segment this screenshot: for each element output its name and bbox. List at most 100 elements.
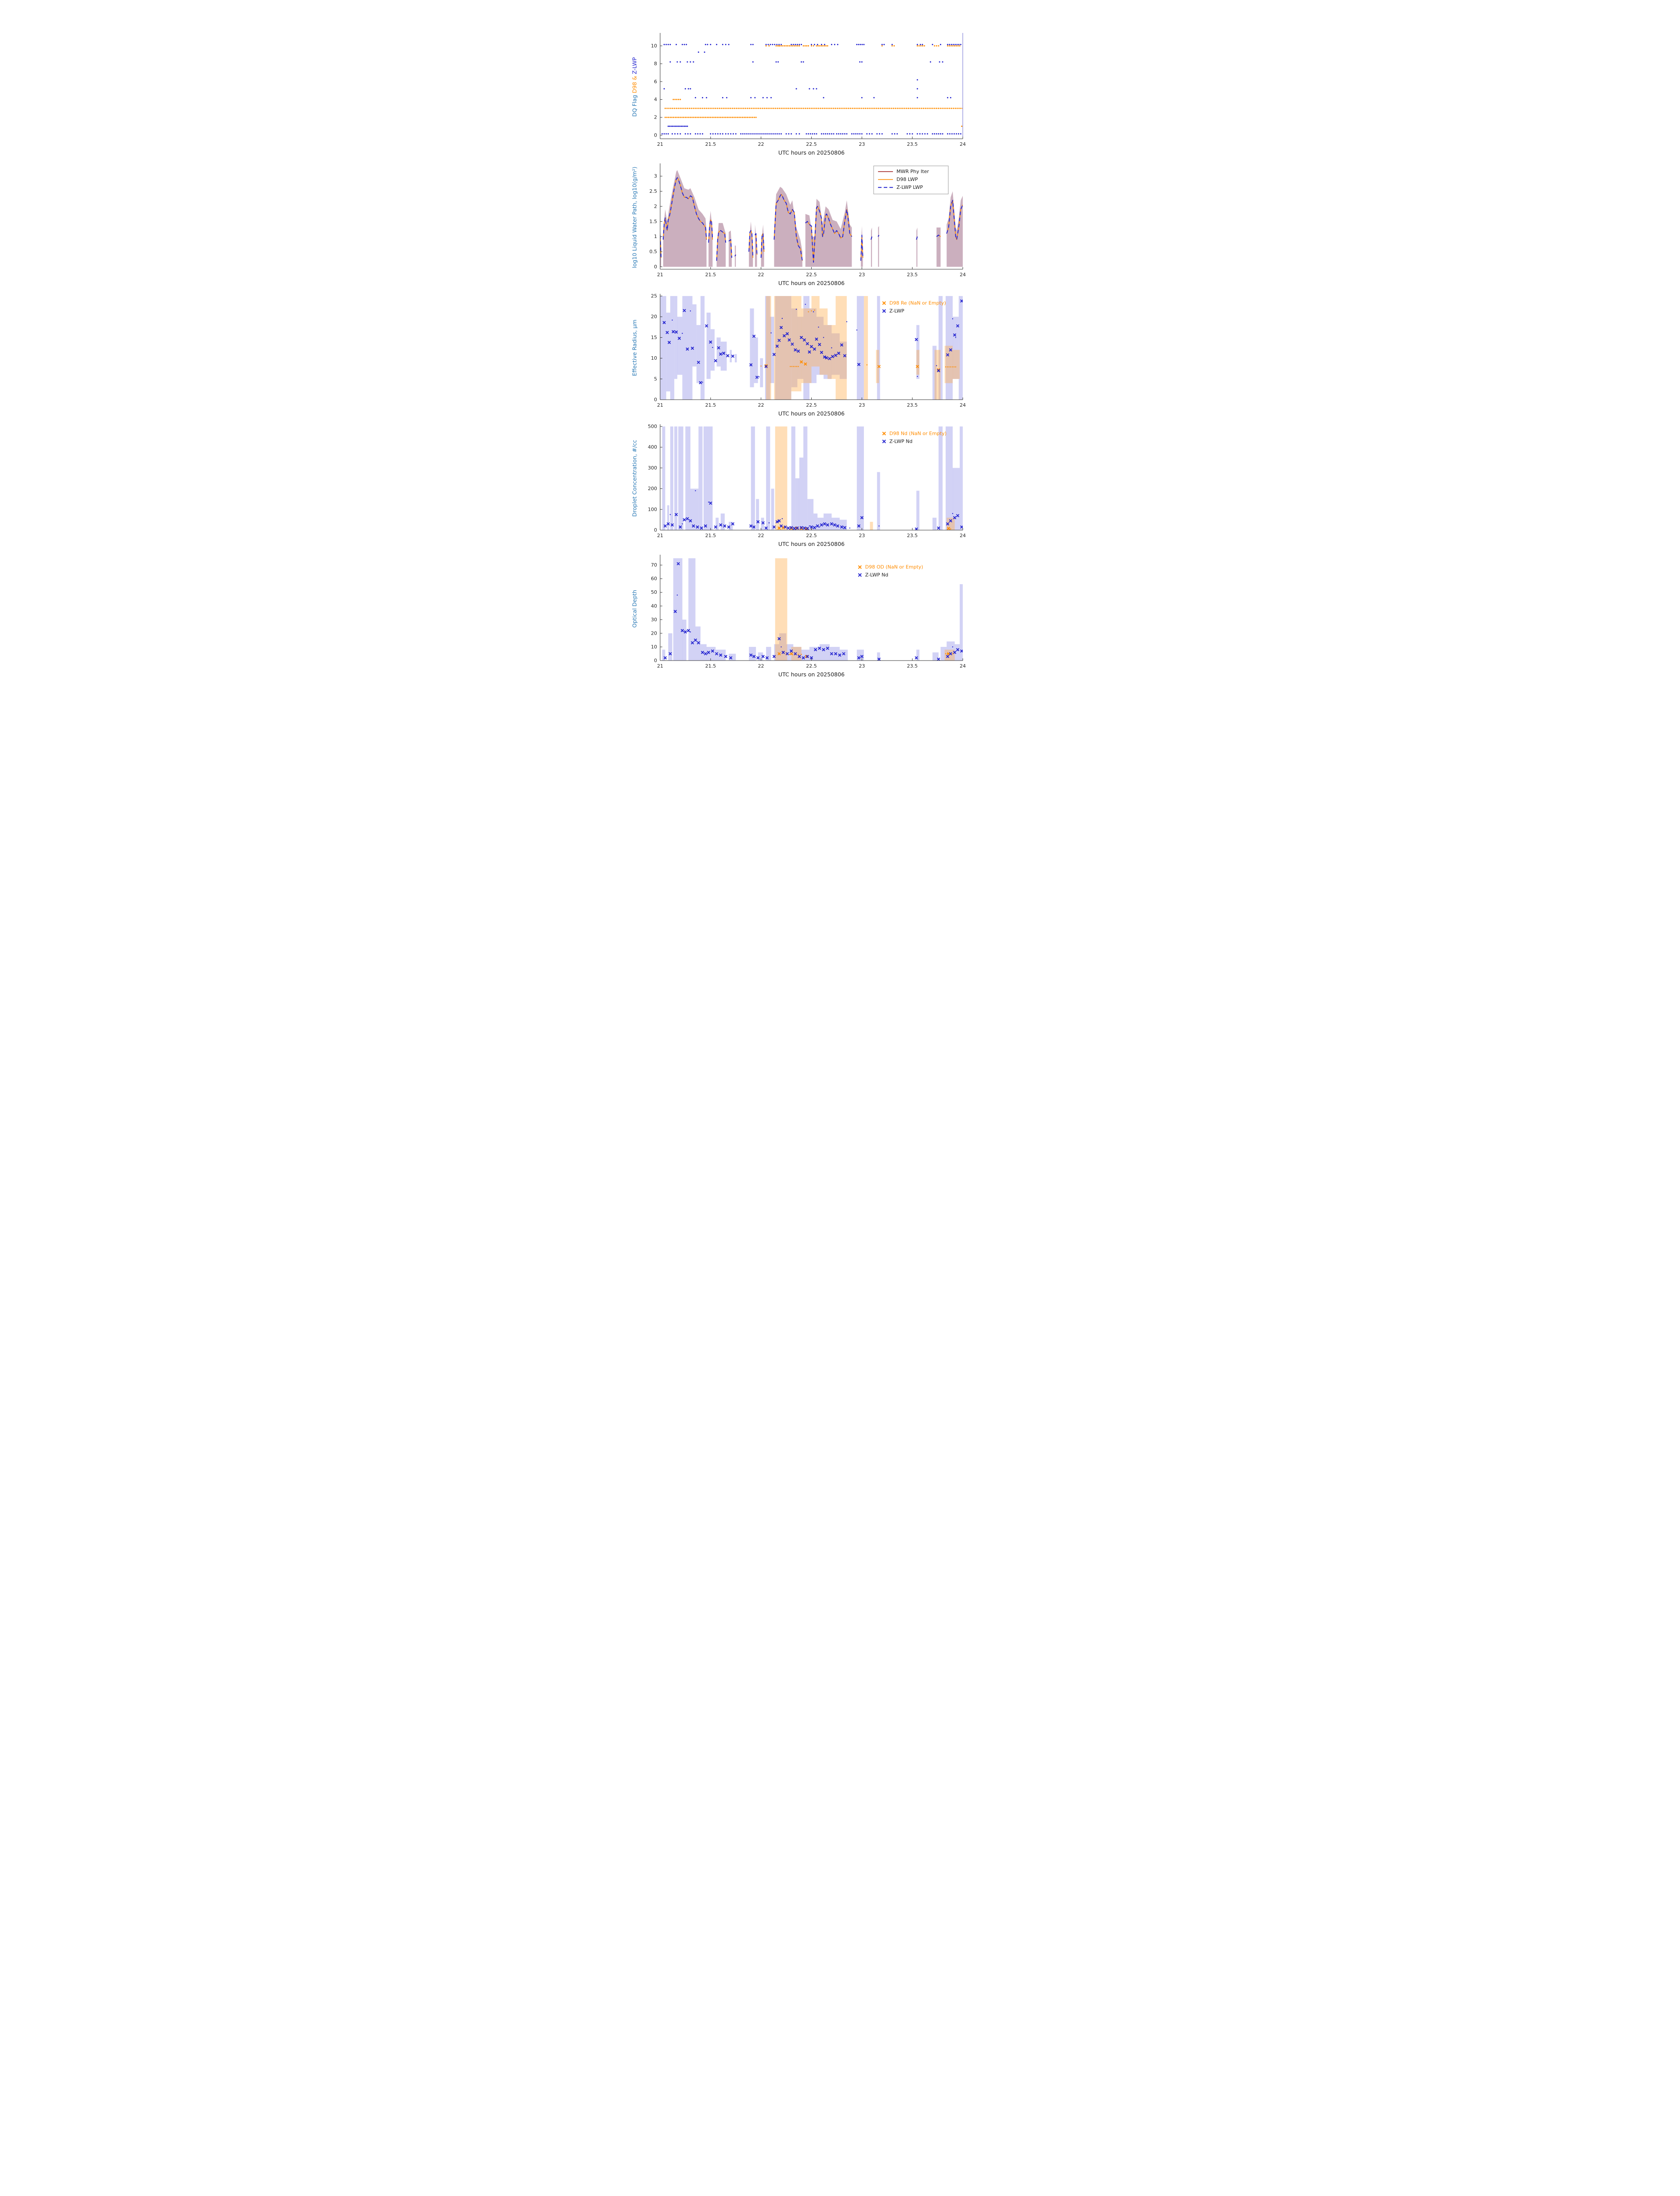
optical-depth-xlabel: UTC hours on 20250806	[778, 671, 844, 678]
droplet-concentration-axes: 21 21.5 22 22.5 23 23.5 24 0 100 200 300 400 500	[648, 424, 966, 539]
effective-radius-legend-label: Z-LWP	[889, 308, 904, 314]
optical-depth-legend-label: D98 OD (NaN or Empty)	[865, 564, 923, 570]
optical-depth-ylabel: Optical Depth	[631, 590, 638, 628]
lwp-ytick: 0.5	[649, 249, 657, 255]
dq-flag-plot-area	[661, 43, 963, 135]
effective-radius-ytick: 20	[651, 314, 657, 320]
dq-flag-xtick: 21.5	[705, 141, 716, 147]
effective-radius-ytick: 25	[651, 293, 657, 299]
optical-depth-xtick: 23	[859, 663, 865, 669]
zlwp-re-band	[660, 296, 963, 400]
zlwp-nd-dots	[669, 490, 953, 529]
optical-depth-ytick: 60	[651, 576, 657, 582]
optical-depth-xtick: 21.5	[705, 663, 716, 669]
dq-flag-xtick: 21	[657, 141, 663, 147]
dq-flag-xtick: 23	[859, 141, 865, 147]
effective-radius-legend: D98 Re (NaN or Empty) Z-LWP	[882, 300, 946, 314]
panel-lwp: 21 21.5 22 22.5 23 23.5 24 0 0.5 1 1.5 2 2.5 3 UTC hou…	[616, 162, 1064, 293]
effective-radius-ytick: 15	[651, 335, 657, 340]
dq-flag-ytick: 0	[654, 132, 657, 138]
droplet-concentration-xtick: 21.5	[705, 533, 716, 538]
effective-radius-xtick: 22.5	[806, 402, 817, 408]
lwp-ylabel: log10 Liquid Water Path, log10(g/m²)	[631, 167, 638, 268]
droplet-concentration-ytick: 0	[654, 527, 657, 533]
lwp-legend-label: D98 LWP	[896, 177, 918, 182]
droplet-concentration-legend: D98 Nd (NaN or Empty) Z-LWP Nd	[882, 431, 947, 444]
lwp-xtick: 22	[758, 272, 764, 278]
zlwp-od-band	[662, 558, 963, 661]
droplet-concentration-xlabel: UTC hours on 20250806	[778, 541, 844, 547]
zlwp-od-dots	[676, 594, 953, 654]
droplet-concentration-legend-label: D98 Nd (NaN or Empty)	[889, 431, 946, 437]
zlwp-nd-markers	[663, 501, 963, 530]
dq-flag-xtick: 22.5	[806, 141, 817, 147]
droplet-concentration-chart: 21 21.5 22 22.5 23 23.5 24 0 100 200 300 400 500 UTC …	[631, 424, 966, 548]
dq-flag-xtick: 24	[960, 141, 966, 147]
optical-depth-ytick: 20	[651, 630, 657, 636]
droplet-concentration-plot-area	[662, 426, 963, 530]
figure: 21 21.5 22 22.5 23 23.5 24 0 2 4 6 8 10 UTC hours on …	[616, 0, 1064, 703]
lwp-xtick: 21	[657, 272, 663, 278]
lwp-xlabel: UTC hours on 20250806	[778, 280, 844, 286]
droplet-concentration-xtick: 22.5	[806, 533, 817, 538]
dq-flag-ytick: 10	[651, 43, 657, 49]
effective-radius-xtick: 21.5	[705, 402, 716, 408]
effective-radius-xtick: 22	[758, 402, 764, 408]
optical-depth-xtick: 22	[758, 663, 764, 669]
optical-depth-xtick: 22.5	[806, 663, 817, 669]
lwp-xtick: 22.5	[806, 272, 817, 278]
d98-nd-band	[775, 426, 955, 530]
optical-depth-plot-area	[662, 558, 963, 661]
effective-radius-xlabel: UTC hours on 20250806	[778, 410, 844, 417]
panel-droplet-concentration: 21 21.5 22 22.5 23 23.5 24 0 100 200 300 400 500 UTC …	[616, 423, 1064, 553]
effective-radius-xtick: 24	[960, 402, 966, 408]
lwp-xtick: 23	[859, 272, 865, 278]
optical-depth-ytick: 40	[651, 603, 657, 609]
lwp-xtick: 23.5	[907, 272, 918, 278]
effective-radius-ytick: 5	[654, 376, 657, 382]
droplet-concentration-ylabel: Droplet Concentration, #/cc	[631, 440, 638, 516]
lwp-ytick: 2	[654, 203, 657, 209]
panel-dq-flag: 21 21.5 22 22.5 23 23.5 24 0 2 4 6 8 10 UTC hours on …	[616, 32, 1064, 162]
lwp-xtick: 24	[960, 272, 966, 278]
lwp-xtick: 21.5	[705, 272, 716, 278]
optical-depth-ytick: 50	[651, 589, 657, 595]
optical-depth-xtick: 24	[960, 663, 966, 669]
optical-depth-ytick: 30	[651, 617, 657, 622]
d98-re-markers	[764, 360, 940, 372]
zlwp-re-markers	[662, 299, 963, 384]
optical-depth-ytick: 70	[651, 562, 657, 568]
effective-radius-chart: 21 21.5 22 22.5 23 23.5 24 0 5 10 15 20 25 UTC hours …	[631, 293, 966, 417]
effective-radius-xtick: 23.5	[907, 402, 918, 408]
lwp-legend-label: MWR Phy Iter	[896, 169, 929, 174]
effective-radius-ytick: 0	[654, 397, 657, 403]
zlwp-od-markers	[663, 562, 963, 661]
lwp-plot-area	[660, 170, 963, 267]
lwp-ytick: 1	[654, 234, 657, 239]
dq-flag-ytick: 2	[654, 115, 657, 120]
droplet-concentration-ytick: 300	[648, 465, 657, 471]
effective-radius-xtick: 23	[859, 402, 865, 408]
droplet-concentration-xtick: 21	[657, 533, 663, 538]
dq-flag-ytick: 4	[654, 97, 657, 102]
optical-depth-chart: 21 21.5 22 22.5 23 23.5 24 0 10 20 30 40 50 60 70 UTC h…	[631, 555, 966, 678]
dq-flag-xtick: 23.5	[907, 141, 918, 147]
effective-radius-ylabel: Effective Radius, μm	[631, 320, 638, 376]
optical-depth-ytick: 10	[651, 644, 657, 650]
lwp-legend-label: Z-LWP LWP	[896, 184, 923, 190]
d98-re-band	[766, 296, 960, 400]
droplet-concentration-ytick: 200	[648, 486, 657, 491]
optical-depth-ytick: 0	[654, 658, 657, 664]
dq-flag-ytick: 8	[654, 61, 657, 67]
effective-radius-plot-area	[660, 296, 963, 400]
droplet-concentration-legend-label: Z-LWP Nd	[889, 439, 912, 444]
effective-radius-legend-label: D98 Re (NaN or Empty)	[889, 300, 946, 306]
panel-effective-radius: 21 21.5 22 22.5 23 23.5 24 0 5 10 15 20 25 UTC hours …	[616, 293, 1064, 423]
d98-re-dots	[760, 309, 956, 368]
dq-flag-xlabel: UTC hours on 20250806	[778, 149, 844, 156]
zlwp-nd-band	[662, 426, 963, 530]
lwp-ytick: 1.5	[649, 219, 657, 224]
